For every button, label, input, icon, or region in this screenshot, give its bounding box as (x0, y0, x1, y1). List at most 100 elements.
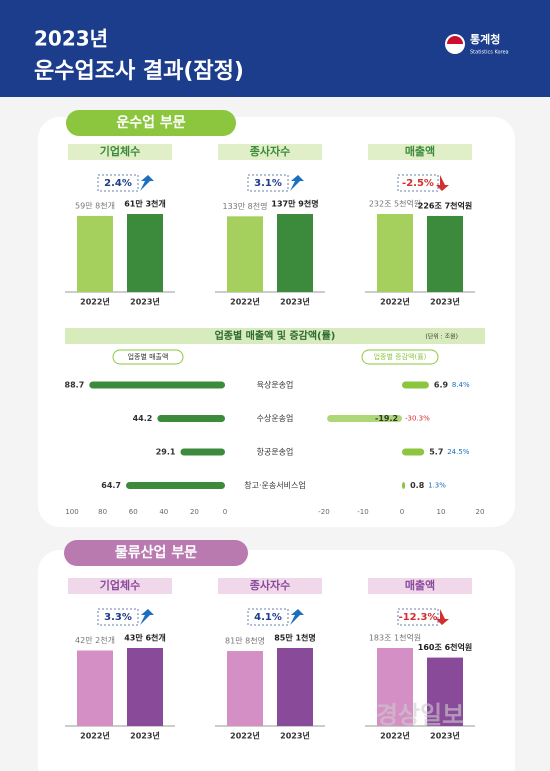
change-arrow (140, 175, 154, 191)
value-label: 42만 2천개 (75, 635, 115, 645)
change-arrow (140, 609, 154, 625)
value-label: 232조 5천억원 (369, 199, 421, 209)
x-tick-label: 2023년 (430, 297, 460, 307)
change-box (97, 608, 139, 626)
value-label: 226조 7천억원 (418, 200, 473, 210)
bar (402, 482, 406, 489)
value-label: 133만 8천명 (223, 201, 268, 211)
value-label: 44.2 (133, 414, 153, 423)
logo-text: 통계청 (470, 32, 500, 46)
logo-red (447, 36, 463, 44)
x-tick-label: 2022년 (230, 731, 260, 741)
subheader-band (218, 578, 322, 594)
section-pill (66, 110, 236, 136)
chart-title: 업종별 매출액 및 증감액(률) (215, 329, 336, 342)
bar (180, 448, 225, 456)
x-tick-label: 2023년 (130, 731, 160, 741)
bar (277, 214, 313, 292)
change-box (247, 174, 289, 192)
bar (127, 214, 163, 292)
subheader-band (68, 144, 172, 160)
value-label: 6.9 (434, 381, 449, 390)
value-label: 29.1 (156, 448, 176, 457)
bar (157, 415, 225, 422)
bar (89, 381, 225, 389)
change-arrow (436, 609, 449, 625)
value-label: 81만 8천명 (225, 636, 265, 646)
value-label: 88.7 (65, 381, 85, 390)
rate-label: 24.5% (447, 448, 470, 456)
x-tick-label: 100 (65, 508, 78, 516)
x-tick-label: 60 (129, 508, 138, 516)
x-tick-label: 80 (98, 508, 107, 516)
x-tick-label: 2023년 (280, 731, 310, 741)
subheader-title: 기업체수 (100, 578, 140, 592)
value-label: 183조 1천억원 (369, 633, 421, 643)
value-label: 0.8 (410, 481, 425, 490)
x-tick-label: -20 (318, 508, 329, 516)
category-label: 창고·운송서비스업 (244, 481, 305, 490)
x-tick-label: 0 (223, 508, 227, 516)
rate-label: 1.3% (428, 482, 446, 490)
value-label: 160조 6천억원 (418, 642, 473, 652)
change-arrow (290, 175, 304, 191)
bar (427, 657, 463, 726)
bar (277, 648, 313, 726)
chart-label: 업종별 매출액 (128, 352, 169, 361)
chart-label: 업종별 증감액(률) (374, 352, 427, 361)
subheader-title: 종사자수 (250, 144, 290, 158)
change-arrow (436, 175, 449, 191)
change-box (397, 608, 439, 626)
change-label: 4.1% (254, 612, 282, 623)
x-tick-label: -10 (357, 508, 368, 516)
value-label: -19.2 (375, 414, 398, 423)
x-tick-label: 0 (400, 508, 404, 516)
bar (77, 650, 113, 726)
change-box (247, 608, 289, 626)
x-tick-label: 2022년 (80, 731, 110, 741)
year-title: 2023년 (34, 27, 108, 51)
watermark: 경상일보 (376, 701, 464, 729)
value-label: 43만 6천개 (124, 633, 166, 643)
unit-label: (단위 : 조원) (425, 333, 458, 341)
x-tick-label: 10 (437, 508, 446, 516)
subheader-title: 기업체수 (100, 144, 140, 158)
rate-label: 8.4% (452, 381, 470, 389)
pill (361, 349, 439, 365)
change-label: 3.3% (104, 612, 132, 623)
logo-sub: Statistics Korea (470, 50, 509, 56)
chart-title-band (65, 328, 485, 344)
x-tick-label: 20 (476, 508, 485, 516)
change-arrow (290, 609, 304, 625)
x-tick-label: 2023년 (280, 297, 310, 307)
x-tick-label: 2022년 (230, 297, 260, 307)
value-label: 64.7 (101, 481, 121, 490)
value-label: 5.7 (429, 448, 443, 457)
x-tick-label: 2023년 (430, 731, 460, 741)
rate-label: -30.3% (405, 415, 430, 423)
value-label: 137만 9천명 (271, 199, 318, 209)
bar (377, 648, 413, 726)
main-title: 운수업조사 결과(잠정) (34, 59, 244, 84)
x-tick-label: 40 (159, 508, 168, 516)
change-label: -2.5% (402, 178, 434, 189)
x-tick-label: 2022년 (380, 731, 410, 741)
subheader-band (68, 578, 172, 594)
section-title: 물류산업 부문 (115, 544, 197, 561)
x-tick-label: 2022년 (80, 297, 110, 307)
pill (112, 349, 184, 365)
bar (127, 648, 163, 726)
bar (77, 215, 113, 292)
category-label: 항공운송업 (257, 448, 294, 457)
change-label: 3.1% (254, 178, 282, 189)
subheader-title: 매출액 (405, 144, 435, 158)
x-tick-label: 2022년 (380, 297, 410, 307)
category-label: 수상운송업 (257, 413, 294, 423)
subheader-title: 매출액 (405, 578, 435, 592)
change-box (97, 174, 139, 192)
value-label: 85만 1천명 (274, 633, 316, 643)
section-pill (64, 540, 248, 566)
bar (402, 448, 425, 456)
bar (427, 215, 463, 292)
